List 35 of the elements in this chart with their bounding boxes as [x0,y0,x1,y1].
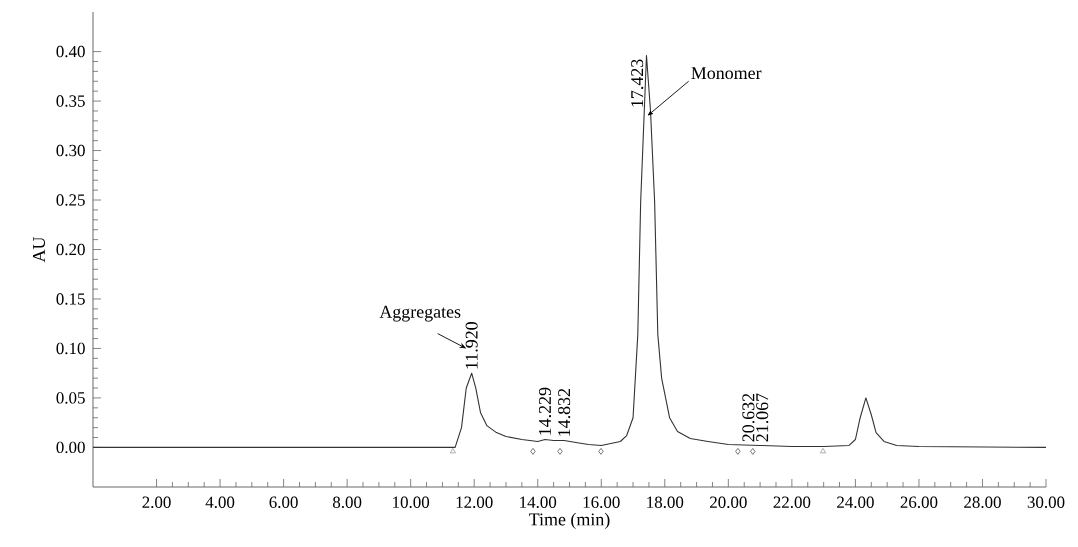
x-tick-label: 8.00 [332,496,362,509]
x-tick-label: 24.00 [837,496,874,509]
y-tick-label: 0.05 [56,392,85,404]
annotation: 20.632 [742,393,755,442]
annotation: Aggregates [379,305,461,322]
y-tick-label: 0.20 [56,243,85,256]
annotation: 17.423 [631,59,644,107]
x-tick-label: 14.00 [520,496,557,509]
x-tick-label: 16.00 [583,496,620,509]
x-tick-label: 30.00 [1027,496,1065,509]
x-tick-label: 18.00 [647,496,684,509]
x-axis-title: Time (min) [529,512,610,530]
y-tick-label: 0.25 [56,194,85,206]
x-tick-label: 28.00 [964,496,1001,509]
y-tick-label: 0.35 [56,95,85,107]
y-tick-label: 0.00 [56,441,85,454]
annotation: Monomer [691,67,762,80]
line-series [92,54,1047,448]
x-tick-label: 12.00 [456,496,493,509]
y-tick-label: 0.10 [56,342,85,355]
annotation: 14.832 [558,388,571,436]
annotation: 14.229 [538,387,552,435]
x-tick-label: 10.00 [393,496,430,509]
annotation: 11.920 [465,322,478,369]
x-tick-label: 6.00 [269,496,298,509]
annotation: 21.067 [756,393,769,442]
x-tick-label: 2.00 [142,496,171,509]
y-tick-label: 0.15 [56,293,85,305]
x-tick-label: 26.00 [900,496,938,509]
y-tick-label: 0.30 [56,144,85,157]
x-tick-label: 4.00 [205,496,235,509]
x-tick-label: 22.00 [773,496,811,509]
y-tick-label: 0.40 [56,45,85,58]
y-axis-title: AU [32,236,45,263]
x-tick-label: 20.00 [710,496,747,509]
